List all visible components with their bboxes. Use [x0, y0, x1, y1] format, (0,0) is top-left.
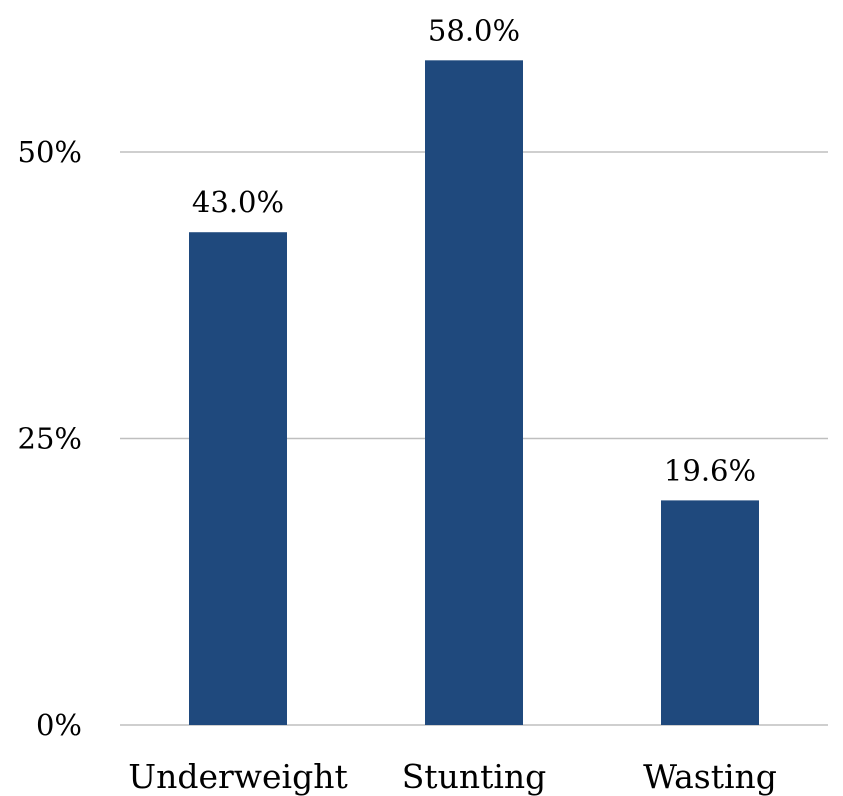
x-axis-categories: Underweight Stunting Wasting: [128, 757, 777, 796]
y-tick-label: 0%: [36, 708, 82, 742]
data-label-wasting: 19.6%: [664, 453, 756, 487]
y-tick-label: 25%: [18, 422, 82, 456]
data-labels: 43.0% 58.0% 19.6%: [192, 13, 756, 487]
category-label-underweight: Underweight: [128, 757, 347, 796]
bar-underweight: [189, 232, 287, 725]
y-tick-label: 50%: [18, 135, 82, 169]
category-label-stunting: Stunting: [402, 757, 547, 796]
data-label-underweight: 43.0%: [192, 185, 284, 219]
y-axis-ticks: 0% 25% 50%: [18, 135, 82, 742]
bar-stunting: [425, 60, 523, 725]
data-label-stunting: 58.0%: [428, 13, 520, 47]
category-label-wasting: Wasting: [643, 757, 777, 796]
bar-wasting: [661, 500, 759, 725]
bars: [189, 60, 759, 725]
